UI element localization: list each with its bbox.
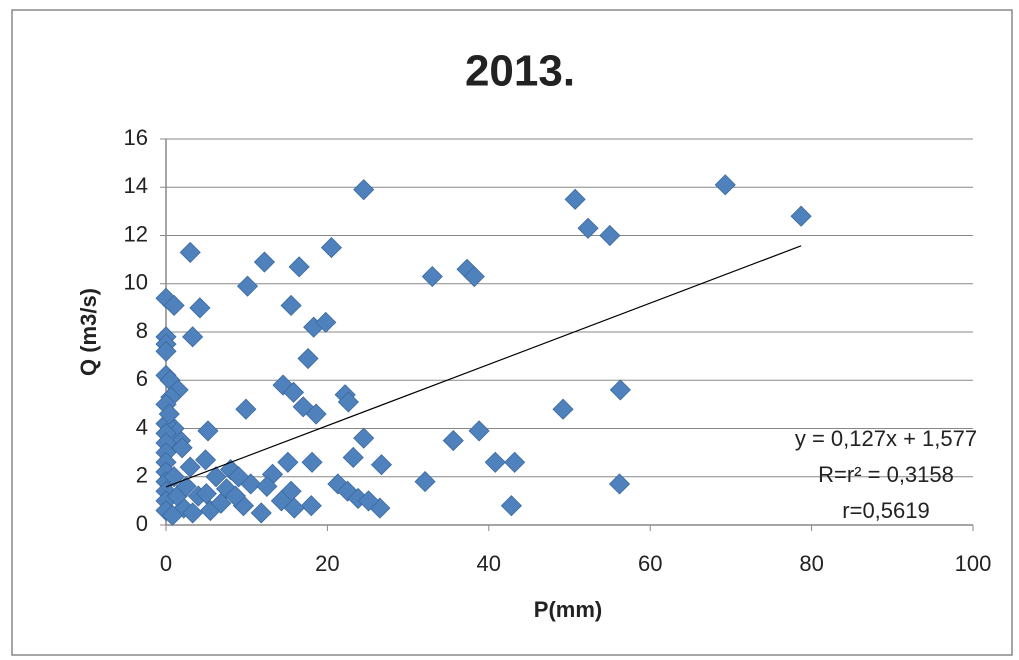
scatter-point	[158, 403, 180, 425]
y-tick-label: 8	[136, 318, 148, 343]
x-tick-label: 20	[315, 551, 339, 576]
annotations: y = 0,127x + 1,577 R=r² = 0,3158 r=0,561…	[795, 426, 977, 523]
y-tick-label: 14	[124, 173, 148, 198]
scatter-point	[197, 420, 219, 442]
scatter-point	[236, 275, 259, 297]
scatter-point	[228, 466, 250, 488]
scatter-point	[280, 294, 302, 317]
scatter-point	[305, 403, 327, 425]
scatter-point	[564, 188, 586, 210]
scatter-point	[250, 502, 272, 524]
scatter-point	[370, 454, 393, 476]
scatter-point	[282, 381, 305, 403]
scatter-point	[500, 495, 522, 517]
x-tick-label: 0	[160, 551, 172, 576]
scatter-point	[421, 265, 443, 288]
y-tick-label: 4	[136, 414, 148, 439]
annotation: y = 0,127x + 1,577	[795, 426, 977, 451]
scatter-point	[277, 451, 299, 473]
scatter-point	[414, 471, 436, 493]
x-tick-label: 100	[955, 551, 992, 576]
scatter-point	[256, 475, 278, 497]
y-tick-label: 2	[136, 463, 148, 488]
x-tick-label: 80	[799, 551, 823, 576]
scatter-point	[210, 492, 232, 514]
scatter-point	[163, 294, 185, 317]
scatter-point	[194, 449, 217, 471]
y-tick-label: 10	[124, 270, 148, 295]
y-tick-label: 12	[124, 221, 148, 246]
scatter-point	[171, 437, 193, 459]
scatter-point	[235, 398, 257, 420]
scatter-point	[155, 340, 177, 362]
y-tick-label: 16	[124, 125, 148, 150]
scatter-point	[288, 256, 310, 278]
chart-title: 2013.	[465, 47, 575, 96]
scatter-point	[205, 466, 227, 488]
scatter-point	[297, 347, 319, 370]
x-tick-label: 60	[638, 551, 662, 576]
scatter-point	[179, 456, 201, 478]
x-tick-label: 40	[477, 551, 501, 576]
scatter-point	[292, 396, 314, 418]
scatter-point	[342, 446, 364, 469]
scatter-point	[504, 451, 526, 473]
x-axis-label: P(mm)	[534, 597, 602, 622]
scatter-point	[300, 495, 322, 517]
y-tick-label: 6	[136, 366, 148, 391]
scatter-point	[337, 391, 359, 413]
scatter-point	[468, 420, 490, 442]
scatter-point	[353, 179, 375, 201]
scatter-point	[195, 483, 217, 505]
scatter-point	[270, 490, 292, 512]
scatter-point	[353, 427, 375, 449]
scatter-point	[608, 473, 631, 495]
scatter-point	[189, 297, 211, 319]
scatter-point	[182, 326, 204, 348]
scatter-point	[224, 485, 246, 507]
annotation: r=0,5619	[842, 498, 929, 523]
scatter-point	[577, 217, 599, 239]
annotation: R=r² = 0,3158	[818, 462, 954, 487]
scatter-point	[182, 502, 204, 524]
scatter-point	[599, 224, 621, 247]
scatter-point	[790, 205, 812, 227]
y-axis-label: Q (m3/s)	[76, 288, 101, 376]
scatter-point	[315, 311, 337, 333]
scatter-point	[161, 504, 184, 526]
y-tick-label: 0	[136, 511, 148, 536]
scatter-point	[357, 490, 380, 512]
scatter-point	[484, 451, 506, 473]
scatter-point	[463, 265, 485, 288]
scatter-point	[442, 429, 464, 452]
scatter-point	[301, 451, 323, 473]
trendline	[165, 245, 802, 488]
scatter-point	[179, 241, 201, 263]
scatter-point	[320, 236, 343, 259]
scatter-point	[609, 379, 631, 401]
scatter-point	[714, 174, 736, 196]
scatter-point	[552, 398, 574, 420]
scatter-point	[253, 251, 276, 273]
